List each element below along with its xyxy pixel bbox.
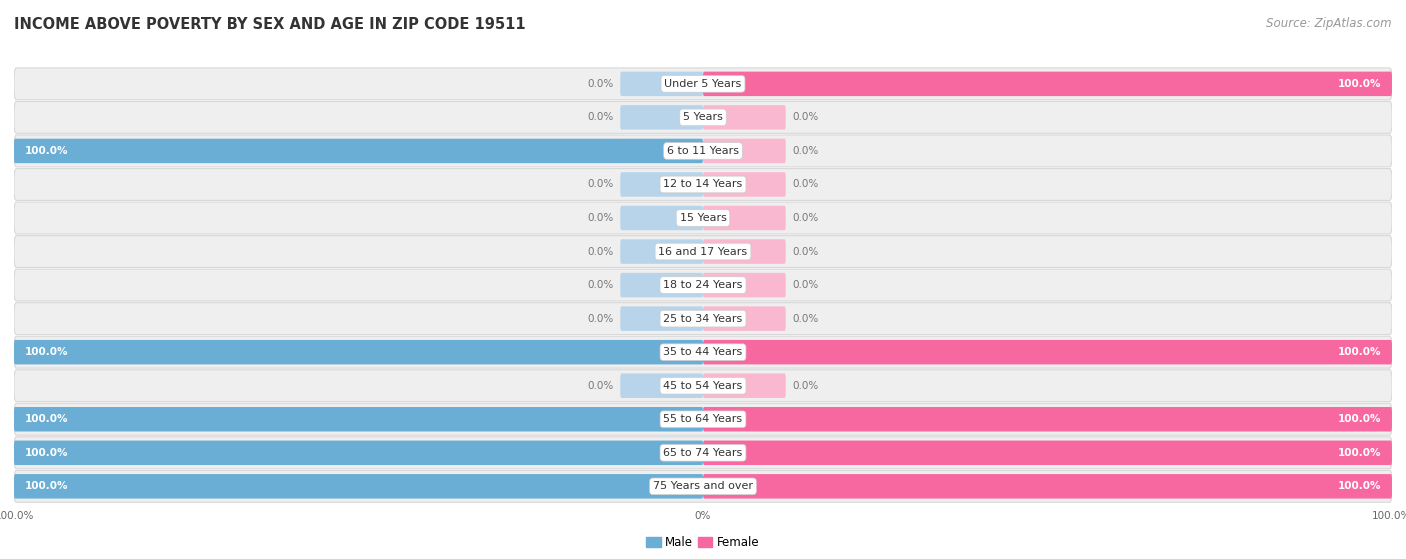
FancyBboxPatch shape xyxy=(14,437,1392,468)
Text: 0.0%: 0.0% xyxy=(588,79,613,89)
Text: 100.0%: 100.0% xyxy=(24,414,67,424)
Text: 100.0%: 100.0% xyxy=(24,448,67,458)
FancyBboxPatch shape xyxy=(14,169,1392,201)
FancyBboxPatch shape xyxy=(703,407,1392,432)
Text: 0.0%: 0.0% xyxy=(588,381,613,391)
FancyBboxPatch shape xyxy=(703,239,786,264)
Text: INCOME ABOVE POVERTY BY SEX AND AGE IN ZIP CODE 19511: INCOME ABOVE POVERTY BY SEX AND AGE IN Z… xyxy=(14,17,526,32)
Text: 100.0%: 100.0% xyxy=(1339,347,1382,357)
Text: Source: ZipAtlas.com: Source: ZipAtlas.com xyxy=(1267,17,1392,30)
FancyBboxPatch shape xyxy=(703,139,786,163)
FancyBboxPatch shape xyxy=(14,370,1392,401)
FancyBboxPatch shape xyxy=(703,72,1392,96)
Text: 25 to 34 Years: 25 to 34 Years xyxy=(664,314,742,324)
FancyBboxPatch shape xyxy=(14,135,1392,167)
FancyBboxPatch shape xyxy=(620,239,703,264)
Text: 100.0%: 100.0% xyxy=(1339,79,1382,89)
Text: Under 5 Years: Under 5 Years xyxy=(665,79,741,89)
FancyBboxPatch shape xyxy=(620,273,703,297)
FancyBboxPatch shape xyxy=(703,474,1392,499)
Text: 5 Years: 5 Years xyxy=(683,112,723,122)
FancyBboxPatch shape xyxy=(14,474,703,499)
Text: 0.0%: 0.0% xyxy=(793,381,818,391)
FancyBboxPatch shape xyxy=(703,105,786,130)
FancyBboxPatch shape xyxy=(14,235,1392,267)
FancyBboxPatch shape xyxy=(14,101,1392,134)
Text: 75 Years and over: 75 Years and over xyxy=(652,481,754,491)
Text: 100.0%: 100.0% xyxy=(1339,481,1382,491)
Text: 16 and 17 Years: 16 and 17 Years xyxy=(658,247,748,257)
Text: 12 to 14 Years: 12 to 14 Years xyxy=(664,179,742,190)
Text: 65 to 74 Years: 65 to 74 Years xyxy=(664,448,742,458)
FancyBboxPatch shape xyxy=(703,373,786,398)
Text: 15 Years: 15 Years xyxy=(679,213,727,223)
Text: 0.0%: 0.0% xyxy=(588,213,613,223)
FancyBboxPatch shape xyxy=(14,404,1392,435)
FancyBboxPatch shape xyxy=(703,206,786,230)
FancyBboxPatch shape xyxy=(703,340,1392,364)
FancyBboxPatch shape xyxy=(620,72,703,96)
FancyBboxPatch shape xyxy=(703,306,786,331)
Text: 0.0%: 0.0% xyxy=(793,112,818,122)
Text: 100.0%: 100.0% xyxy=(1339,414,1382,424)
FancyBboxPatch shape xyxy=(14,440,703,465)
FancyBboxPatch shape xyxy=(703,273,786,297)
Text: 100.0%: 100.0% xyxy=(24,347,67,357)
Text: 18 to 24 Years: 18 to 24 Years xyxy=(664,280,742,290)
FancyBboxPatch shape xyxy=(620,172,703,197)
Text: 0.0%: 0.0% xyxy=(588,112,613,122)
Text: 6 to 11 Years: 6 to 11 Years xyxy=(666,146,740,156)
Legend: Male, Female: Male, Female xyxy=(641,532,765,554)
FancyBboxPatch shape xyxy=(703,440,1392,465)
Text: 0.0%: 0.0% xyxy=(793,146,818,156)
Text: 45 to 54 Years: 45 to 54 Years xyxy=(664,381,742,391)
Text: 100.0%: 100.0% xyxy=(24,481,67,491)
FancyBboxPatch shape xyxy=(14,202,1392,234)
FancyBboxPatch shape xyxy=(14,340,703,364)
FancyBboxPatch shape xyxy=(703,172,786,197)
Text: 0.0%: 0.0% xyxy=(793,280,818,290)
Text: 35 to 44 Years: 35 to 44 Years xyxy=(664,347,742,357)
FancyBboxPatch shape xyxy=(620,306,703,331)
Text: 0.0%: 0.0% xyxy=(588,314,613,324)
FancyBboxPatch shape xyxy=(14,471,1392,503)
FancyBboxPatch shape xyxy=(14,139,703,163)
Text: 0.0%: 0.0% xyxy=(588,179,613,190)
Text: 0.0%: 0.0% xyxy=(588,280,613,290)
FancyBboxPatch shape xyxy=(620,105,703,130)
FancyBboxPatch shape xyxy=(14,336,1392,368)
Text: 0.0%: 0.0% xyxy=(793,314,818,324)
Text: 0.0%: 0.0% xyxy=(793,247,818,257)
Text: 100.0%: 100.0% xyxy=(24,146,67,156)
Text: 0.0%: 0.0% xyxy=(793,213,818,223)
FancyBboxPatch shape xyxy=(14,407,703,432)
Text: 55 to 64 Years: 55 to 64 Years xyxy=(664,414,742,424)
FancyBboxPatch shape xyxy=(14,302,1392,334)
Text: 0.0%: 0.0% xyxy=(793,179,818,190)
FancyBboxPatch shape xyxy=(14,269,1392,301)
FancyBboxPatch shape xyxy=(620,206,703,230)
Text: 0.0%: 0.0% xyxy=(588,247,613,257)
FancyBboxPatch shape xyxy=(620,373,703,398)
Text: 100.0%: 100.0% xyxy=(1339,448,1382,458)
FancyBboxPatch shape xyxy=(14,68,1392,100)
